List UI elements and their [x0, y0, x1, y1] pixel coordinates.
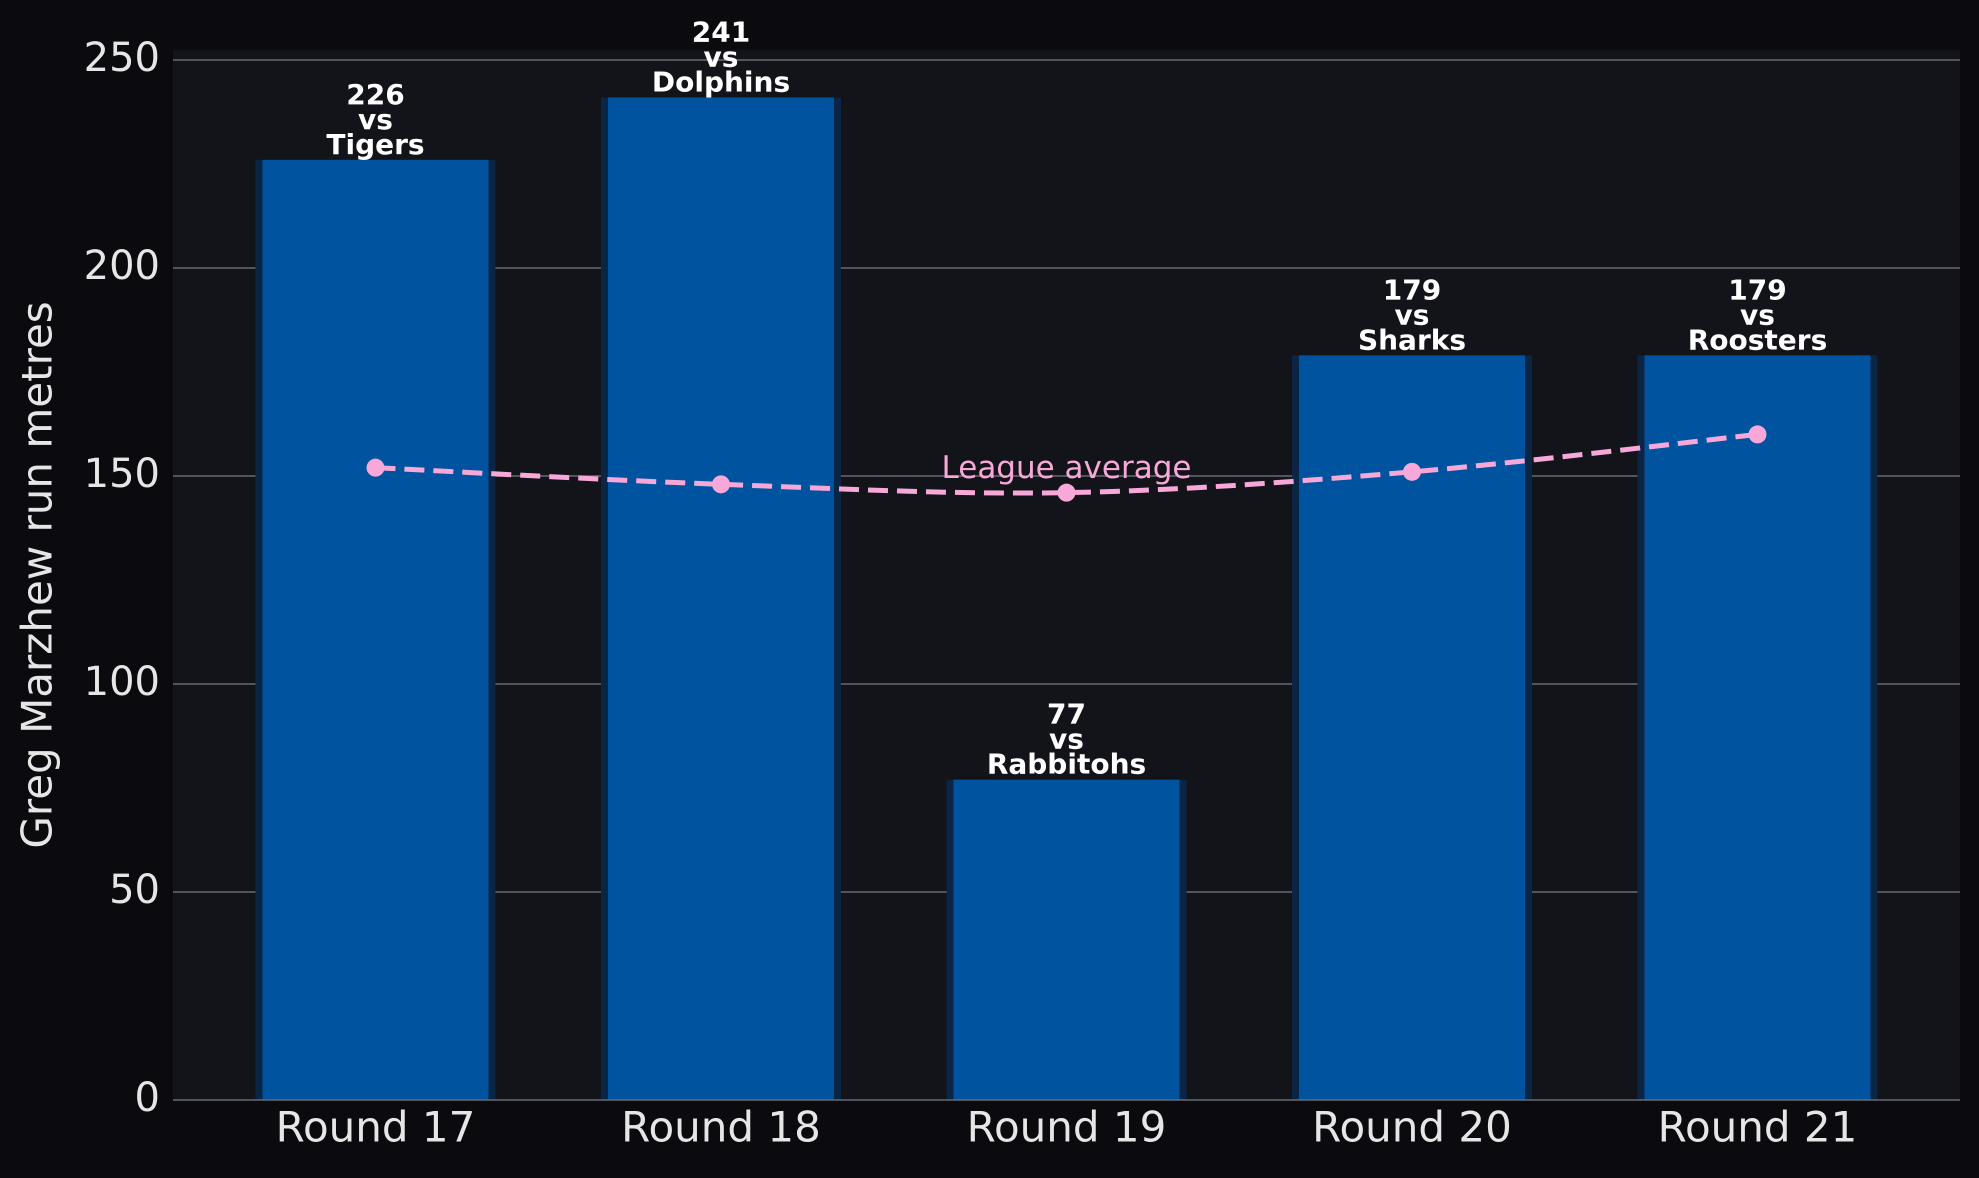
league-average-point — [1057, 483, 1076, 502]
bar-value-label: 179 — [1383, 273, 1441, 306]
axes: 0 50 100 150 200 250 Round 17 Round 18 Round 19 R… — [84, 35, 1960, 1152]
league-average-point — [1748, 425, 1767, 444]
y-tick-label: 200 — [84, 243, 160, 289]
bar — [262, 159, 489, 1101]
league-average-point — [366, 458, 385, 477]
y-tick-label: 50 — [109, 867, 160, 913]
league-average-label: League average — [942, 450, 1192, 486]
league-average-point — [1403, 462, 1421, 481]
bar-vs-label: vs — [1049, 723, 1084, 756]
bar — [953, 779, 1180, 1100]
bar-vs-label: vs — [704, 40, 739, 73]
bar-value-label: 226 — [346, 78, 404, 111]
league-average-point — [712, 475, 730, 494]
league-average-line: League average — [366, 425, 1767, 502]
bar-vs-label: vs — [1740, 298, 1775, 331]
bar-opponent-label: Tigers — [326, 128, 424, 161]
bar-opponent-label: Rabbitohs — [987, 748, 1146, 781]
bars — [255, 97, 1878, 1101]
bar-value-labels: 226vsTigers241vsDolphins77vsRabbitohs179… — [326, 15, 1827, 780]
bar — [1644, 355, 1871, 1100]
y-tick-label: 0 — [135, 1075, 160, 1121]
bar-value-label: 241 — [692, 15, 750, 48]
bar-opponent-label: Roosters — [1688, 323, 1828, 356]
x-tick-label: Round 20 — [1312, 1103, 1512, 1152]
x-tick-label: Round 17 — [276, 1103, 476, 1152]
bar-opponent-label: Dolphins — [652, 65, 790, 98]
bar-opponent-label: Sharks — [1358, 323, 1466, 356]
x-tick-label: Round 21 — [1658, 1103, 1858, 1152]
bar-vs-label: vs — [358, 103, 393, 136]
bar-value-label: 77 — [1047, 698, 1086, 731]
y-tick-label: 250 — [84, 35, 160, 81]
y-tick-label: 100 — [84, 659, 160, 705]
x-tick-label: Round 19 — [967, 1103, 1167, 1152]
bar-value-label: 179 — [1728, 273, 1786, 306]
y-tick-label: 150 — [84, 451, 160, 497]
x-tick-label: Round 18 — [621, 1103, 821, 1152]
bar — [608, 97, 834, 1100]
y-axis-title: Greg Marzhew run metres — [13, 301, 62, 848]
bar-vs-label: vs — [1395, 298, 1430, 331]
